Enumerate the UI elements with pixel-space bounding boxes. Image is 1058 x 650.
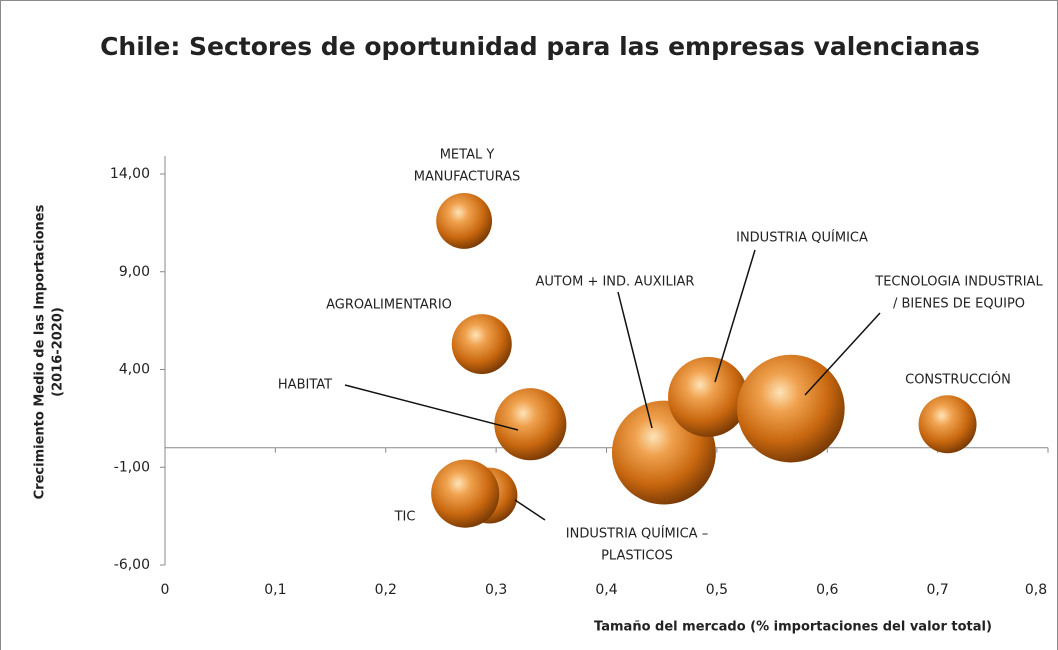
bubble-label: HABITAT	[278, 378, 332, 393]
leader-line	[514, 499, 546, 521]
bubble-label: / BIENES DE EQUIPO	[893, 297, 1025, 312]
bubble-label: MANUFACTURAS	[414, 170, 520, 185]
y-axis-title-line: (2016-2020)	[51, 307, 66, 397]
y-tick-label: -1,00	[114, 459, 150, 475]
bubble-label: TIC	[394, 510, 416, 525]
leader-line	[617, 291, 653, 429]
bubble	[451, 314, 512, 375]
bubble	[736, 354, 845, 463]
y-tick-label: 4,00	[119, 362, 150, 378]
bubble-label: INDUSTRIA QUÍMICA	[736, 230, 868, 246]
x-tick-label: 0	[161, 582, 170, 598]
bubble-label: CONSTRUCCIÓN	[905, 372, 1011, 388]
leader-line	[714, 249, 756, 383]
bubble	[436, 192, 493, 249]
bubble-label: AUTOM + IND. AUXILIAR	[536, 275, 695, 290]
y-tick-label: 14,00	[110, 166, 150, 182]
y-tick-label: 9,00	[119, 264, 150, 280]
bubble-label: AGROALIMENTARIO	[326, 298, 452, 313]
x-tick-label: 0,2	[375, 582, 397, 598]
x-axis-title: Tamaño del mercado (% importaciones del …	[594, 620, 992, 635]
y-tick-label: -6,00	[114, 557, 150, 573]
bubble	[918, 395, 977, 454]
bubble	[494, 388, 567, 461]
bubble	[431, 459, 500, 528]
bubble-label: TECNOLOGIA INDUSTRIAL	[874, 275, 1043, 290]
x-tick-label: 0,6	[816, 582, 838, 598]
bubble-label: METAL Y	[440, 148, 495, 163]
x-tick-label: 0,7	[926, 582, 948, 598]
x-tick-label: 0,3	[485, 582, 507, 598]
y-axis-title-line: Crecimiento Medio de las Importaciones	[33, 204, 48, 499]
bubble-label: PLASTICOS	[601, 549, 673, 564]
leader-line	[344, 384, 519, 431]
chart-title: Chile: Sectores de oportunidad para las …	[100, 32, 980, 61]
bubble	[668, 356, 749, 437]
x-tick-label: 0,4	[595, 582, 617, 598]
leader-line	[804, 312, 881, 396]
bubble-label: INDUSTRIA QUÍMICA –	[566, 526, 708, 542]
x-tick-label: 0,5	[706, 582, 728, 598]
y-axis-title: Crecimiento Medio de las Importaciones (…	[33, 204, 66, 499]
x-tick-label: 0,8	[1025, 582, 1047, 598]
x-tick-label: 0,1	[264, 582, 286, 598]
